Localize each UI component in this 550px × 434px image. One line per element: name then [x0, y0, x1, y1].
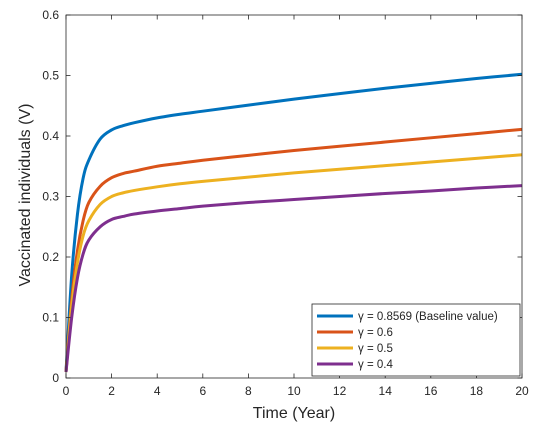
- x-tick-label: 12: [333, 384, 347, 398]
- legend-label-2: γ = 0.6: [358, 327, 393, 339]
- y-tick-label: 0.6: [42, 8, 59, 22]
- y-tick-label: 0.5: [42, 69, 59, 83]
- x-tick-label: 8: [245, 384, 252, 398]
- x-axis-title: Time (Year): [253, 405, 335, 422]
- series-layer: [64, 72, 523, 373]
- series-line-1: [64, 72, 523, 373]
- legend-label-4: γ = 0.4: [358, 359, 393, 371]
- legend-label-1: γ = 0.8569 (Baseline value): [358, 311, 498, 323]
- x-tick-label: 10: [287, 384, 301, 398]
- x-tick-label: 18: [470, 384, 484, 398]
- x-tick-label: 16: [424, 384, 438, 398]
- x-tick-label: 0: [63, 384, 70, 398]
- series-line-2: [64, 127, 523, 373]
- legend: γ = 0.8569 (Baseline value) γ = 0.6 γ = 0.…: [311, 303, 521, 377]
- ticks-layer: 0 2 4 6 8 10 12 14 16 18 20 0 0.1 0.2 0.3 0.4 0.5 0.6: [42, 8, 529, 398]
- x-tick-label: 14: [379, 384, 393, 398]
- y-tick-label: 0: [52, 371, 59, 385]
- legend-label-3: γ = 0.5: [358, 343, 393, 355]
- series-line-3: [64, 153, 523, 373]
- x-tick-label: 4: [154, 384, 161, 398]
- x-tick-label: 2: [108, 384, 115, 398]
- x-tick-label: 20: [515, 384, 529, 398]
- y-tick-label: 0.3: [42, 190, 59, 204]
- y-axis-title: Vaccinated individuals (V): [17, 104, 34, 287]
- x-tick-label: 6: [199, 384, 206, 398]
- series-line-4: [64, 184, 523, 373]
- y-tick-label: 0.2: [42, 250, 59, 264]
- y-tick-label: 0.4: [42, 129, 59, 143]
- y-tick-label: 0.1: [42, 311, 59, 325]
